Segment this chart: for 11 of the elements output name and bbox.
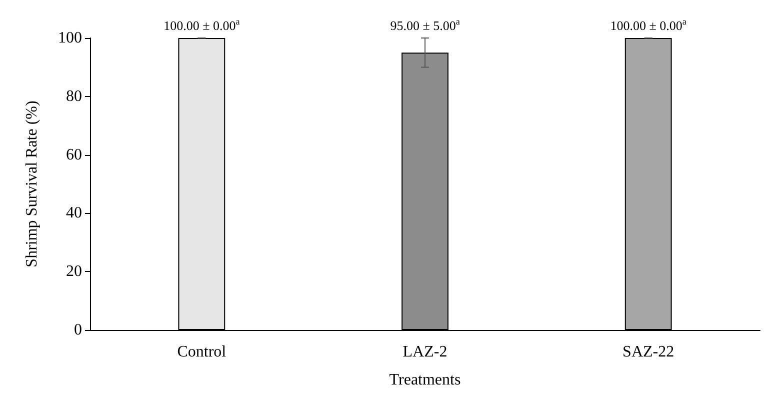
- y-tick-label: 20: [66, 263, 82, 280]
- x-tick-label: LAZ-2: [402, 344, 448, 360]
- x-tick-label: SAZ-22: [622, 344, 674, 360]
- y-tick-label: 40: [66, 204, 82, 222]
- y-tick-label: 0: [74, 322, 82, 338]
- y-tick-label: 60: [66, 146, 82, 164]
- x-axis-title: Treatments: [389, 372, 461, 388]
- x-tick-label: Control: [177, 344, 227, 360]
- y-axis-title: Shrimp Survival Rate (%): [24, 100, 40, 268]
- y-tick-label: 80: [66, 88, 82, 105]
- y-tick-label: 100: [58, 30, 82, 46]
